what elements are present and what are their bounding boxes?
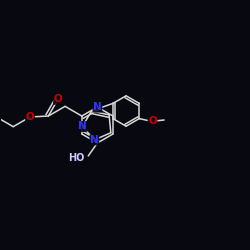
Text: O: O [54, 94, 62, 104]
Text: N: N [93, 102, 102, 112]
Text: O: O [26, 112, 34, 122]
Text: O: O [148, 116, 157, 126]
Text: N: N [90, 135, 99, 145]
Text: HO: HO [68, 153, 85, 163]
Text: N: N [78, 122, 87, 132]
